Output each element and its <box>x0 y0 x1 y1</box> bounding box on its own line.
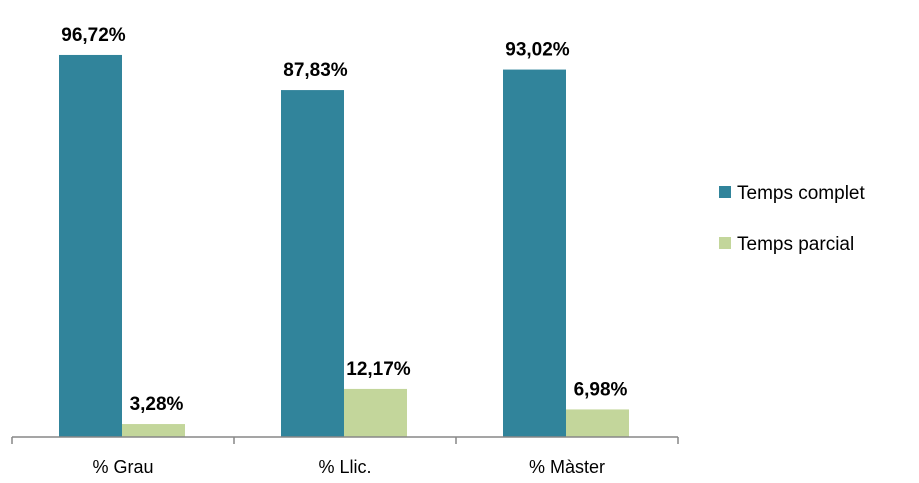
bar-temps-parcial-2 <box>344 388 407 437</box>
bar-temps-complet-3 <box>503 69 566 438</box>
legend-swatch-temps-complet <box>719 186 731 198</box>
bars-group <box>59 54 629 438</box>
bar-temps-complet-1 <box>59 54 122 438</box>
bar-temps-complet-2 <box>281 90 344 437</box>
bar-temps-parcial-1 <box>122 424 185 437</box>
x-tick-label-3: % Màster <box>529 457 605 477</box>
value-label-temps-complet-3: 93,02% <box>505 40 570 61</box>
value-labels-group: 96,72% 3,28% 87,83% 12,17% 93,02% 6,98% <box>61 25 627 415</box>
bar-temps-parcial-3 <box>566 409 629 437</box>
x-axis-tick-labels: % Grau % Llic. % Màster <box>92 457 605 477</box>
legend-swatch-temps-parcial <box>719 237 731 249</box>
legend-label-temps-parcial: Temps parcial <box>737 234 854 255</box>
value-label-temps-parcial-1: 3,28% <box>130 394 184 415</box>
legend-label-temps-complet: Temps complet <box>737 183 865 204</box>
x-tick-label-2: % Llic. <box>318 457 371 477</box>
x-axis-ticks <box>11 437 679 444</box>
value-label-temps-parcial-3: 6,98% <box>574 379 628 400</box>
x-tick-label-1: % Grau <box>92 457 153 477</box>
value-label-temps-complet-2: 87,83% <box>283 60 348 81</box>
value-label-temps-parcial-2: 12,17% <box>346 359 411 380</box>
legend: Temps complet Temps parcial <box>719 183 865 255</box>
value-label-temps-complet-1: 96,72% <box>61 25 126 46</box>
